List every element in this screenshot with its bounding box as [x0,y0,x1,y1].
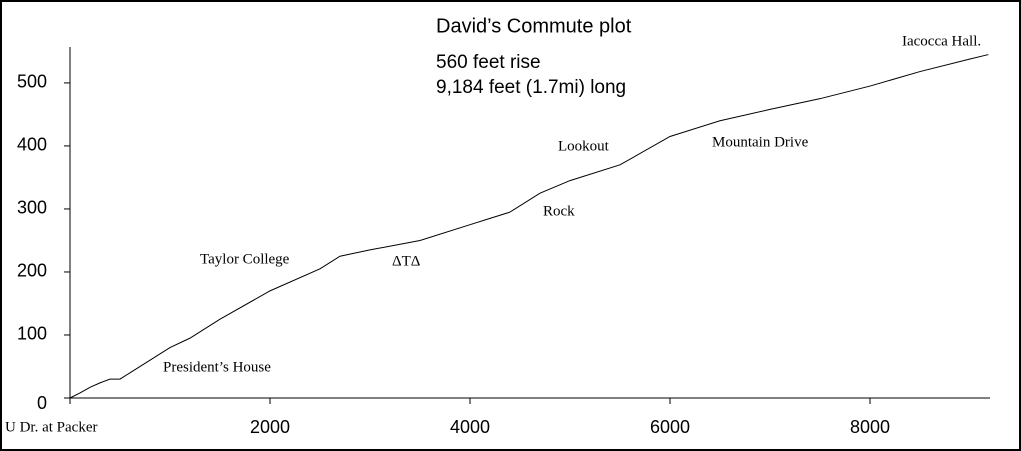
x-tick-label: 6000 [650,417,690,437]
y-tick-label: 300 [17,198,47,218]
annotation: Rock [543,203,575,219]
annotation: Taylor College [200,251,290,267]
annotation: Mountain Drive [712,134,809,150]
data-line [69,54,989,399]
x-tick-label: U Dr. at Packer [5,419,97,435]
x-tick-label: 8000 [850,417,890,437]
subtitle: 560 feet rise [436,52,541,73]
subtitle: 9,184 feet (1.7mi) long [436,77,626,98]
x-tick-label: 2000 [250,417,290,437]
y-tick-label: 0 [37,393,47,413]
annotation: ΔTΔ [392,253,421,269]
y-tick-label: 200 [17,261,47,281]
annotation: President’s House [163,359,271,375]
chart-title: David’s Commute plot [436,15,632,37]
annotation: Iacocca Hall. [902,33,981,49]
y-tick-label: 400 [17,135,47,155]
x-tick-label: 4000 [450,417,490,437]
y-tick-label: 500 [17,72,47,92]
annotation: Lookout [558,138,610,154]
y-tick-label: 100 [17,324,47,344]
